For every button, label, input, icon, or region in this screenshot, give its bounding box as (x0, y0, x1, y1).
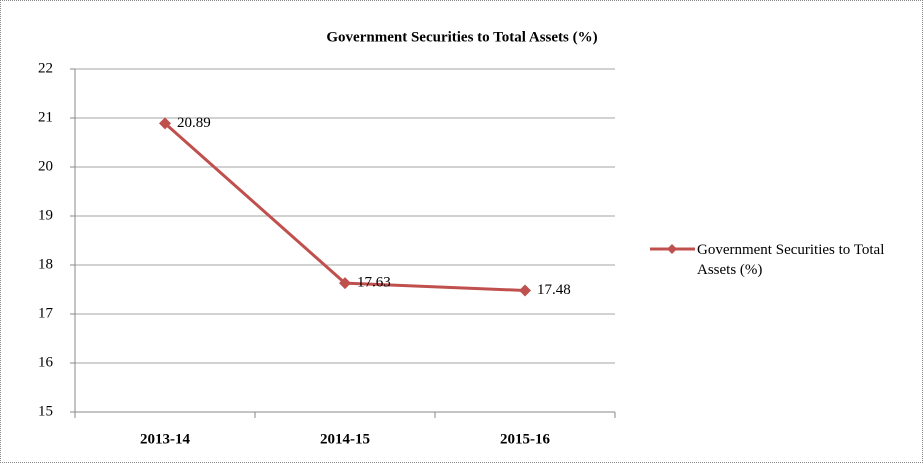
y-tick-label: 18 (38, 256, 53, 272)
data-label: 17.63 (357, 275, 391, 291)
legend-marker (667, 244, 677, 254)
y-tick-label: 20 (38, 158, 53, 174)
y-tick-label: 15 (38, 403, 53, 419)
y-tick-label: 17 (38, 305, 54, 321)
x-tick-label: 2014-15 (320, 431, 370, 447)
y-tick-label: 19 (38, 207, 53, 223)
y-tick-label: 22 (38, 60, 53, 76)
data-label: 20.89 (177, 115, 211, 131)
chart-title: Government Securities to Total Assets (%… (326, 29, 597, 45)
data-label: 17.48 (537, 282, 571, 298)
point (339, 277, 351, 290)
point (159, 117, 171, 130)
x-tick-label: 2015-16 (500, 431, 550, 447)
legend-label: Government Securities to Total Assets (%… (697, 242, 885, 278)
x-tick-label: 2013-14 (140, 431, 190, 447)
y-tick-label: 21 (38, 109, 53, 125)
series-line (164, 122, 526, 292)
point (519, 284, 531, 297)
y-tick-label: 16 (38, 354, 54, 370)
